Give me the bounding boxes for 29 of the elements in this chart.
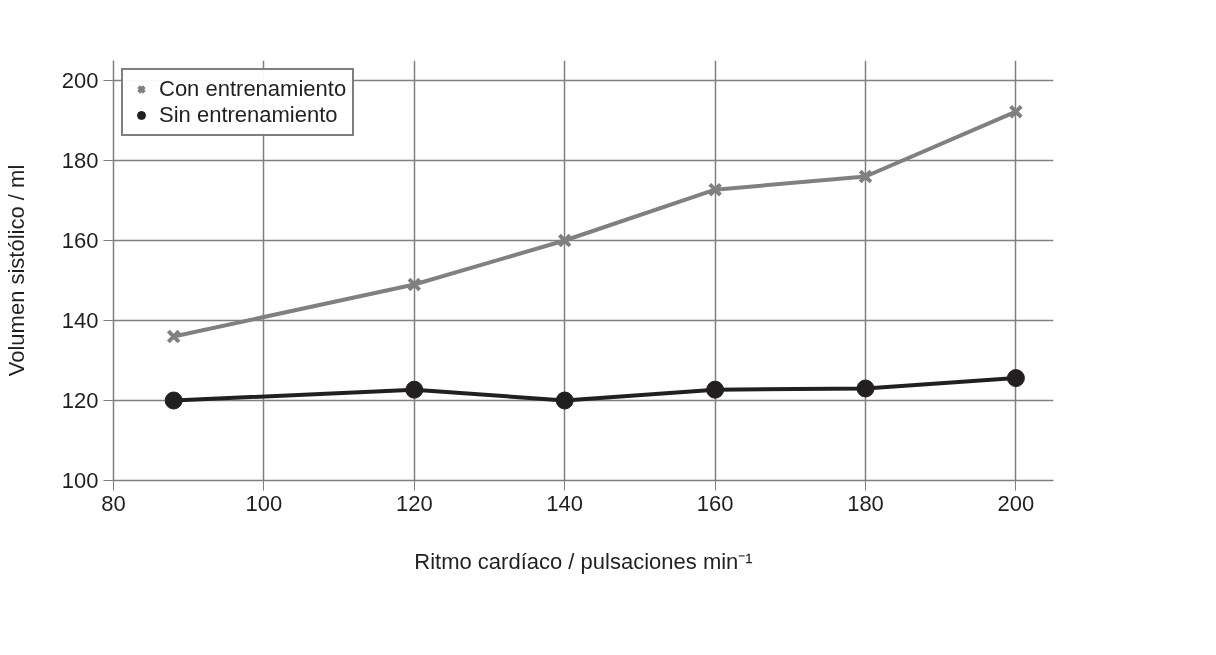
y-axis-title: Volumen sistólico / ml xyxy=(3,164,29,377)
x-tick-label: 140 xyxy=(546,490,584,516)
point xyxy=(707,182,723,197)
point xyxy=(858,169,873,184)
y-tick-label: 160 xyxy=(61,228,99,253)
x-tick-label: 100 xyxy=(245,490,283,516)
point xyxy=(557,233,572,248)
x-tick-label: 120 xyxy=(395,490,433,516)
point xyxy=(1006,369,1025,388)
point xyxy=(405,380,424,399)
y-tick-label: 200 xyxy=(61,68,99,93)
point xyxy=(856,379,875,398)
x-tick-label: 80 xyxy=(101,490,126,516)
point xyxy=(706,380,725,399)
x-tick-label: 200 xyxy=(997,490,1035,516)
point xyxy=(164,391,183,410)
x-tick-label: 160 xyxy=(696,490,734,516)
y-tick-label: 140 xyxy=(61,308,99,333)
x-tick-label: 180 xyxy=(847,490,884,516)
point xyxy=(555,391,574,410)
point xyxy=(1008,104,1024,119)
x-axis-title: Ritmo cardíaco / pulsaciones min⁻¹ xyxy=(414,548,753,574)
y-tick-label: 180 xyxy=(61,148,99,173)
y-tick-label: 100 xyxy=(61,468,99,493)
point xyxy=(407,277,422,292)
legend-label: Sin entrenamiento xyxy=(159,102,338,128)
y-tick-label: 120 xyxy=(61,388,99,413)
legend-label: Con entrenamiento xyxy=(159,76,347,102)
point xyxy=(166,329,181,344)
